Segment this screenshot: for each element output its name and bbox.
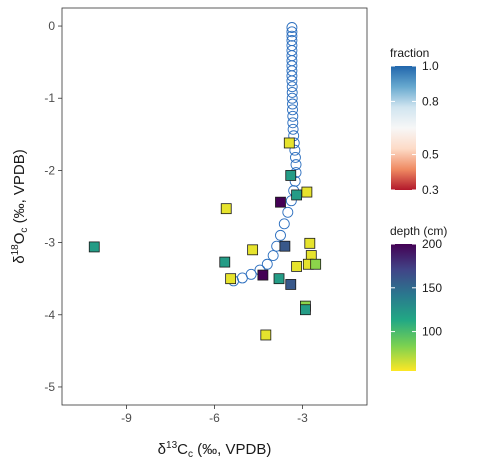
depth-point <box>279 240 291 252</box>
x-axis-title: δ13Cc (‰, VPDB) <box>158 440 272 460</box>
legend-fraction-colorbar <box>391 66 416 190</box>
depth-point <box>291 189 303 201</box>
y-tick-label: -3 <box>44 236 55 250</box>
fraction-point <box>290 159 302 171</box>
y-tick-label: -1 <box>44 91 55 105</box>
fraction-point <box>287 110 299 122</box>
legend-depth-title: depth (cm) <box>390 224 447 238</box>
y-axis-title: δ18Oc (‰, VPDB) <box>10 149 30 264</box>
legend-label: 0.8 <box>422 94 439 108</box>
depth-point <box>291 261 303 272</box>
depth-point <box>304 237 316 249</box>
depth-point <box>220 203 232 215</box>
fraction-point <box>275 229 286 241</box>
legend-label: 0.3 <box>422 183 439 197</box>
legend-label: 100 <box>422 325 442 339</box>
fraction-point <box>282 206 294 218</box>
y-axis: 0 -1 -2 -3 -4 -5 <box>44 19 62 394</box>
depth-point <box>219 256 231 268</box>
depth-series <box>88 137 322 341</box>
legend-depth-colorbar <box>391 244 416 371</box>
fraction-point <box>286 81 298 93</box>
fraction-point <box>286 30 298 42</box>
fraction-point <box>286 70 298 82</box>
depth-point <box>273 273 285 285</box>
depth-point <box>301 186 313 198</box>
fraction-point <box>287 117 299 129</box>
fraction-point <box>286 22 298 33</box>
fraction-point <box>267 250 279 262</box>
fraction-point <box>261 258 273 270</box>
legend-depth: depth (cm) 200 150 100 <box>390 224 447 371</box>
fraction-point <box>289 151 301 163</box>
fraction-point <box>286 26 298 38</box>
fraction-point <box>289 144 301 156</box>
fraction-point <box>287 104 298 116</box>
legend-label: 150 <box>422 281 442 295</box>
depth-point <box>225 273 237 285</box>
depth-point <box>300 304 311 316</box>
x-tick-label: -3 <box>297 411 308 425</box>
fraction-point <box>286 87 298 98</box>
y-tick-label: -4 <box>44 308 55 322</box>
legend-label: 200 <box>422 237 442 251</box>
fraction-point <box>286 75 298 87</box>
depth-point <box>285 279 297 290</box>
depth-point <box>275 196 286 208</box>
depth-point <box>285 170 297 181</box>
legend-fraction: fraction 1.0 0.8 0.5 0.3 <box>390 46 439 197</box>
depth-point <box>310 258 322 270</box>
legend-label: 1.0 <box>422 59 439 73</box>
legend-label: 0.5 <box>422 148 439 162</box>
y-tick-label: -5 <box>44 380 55 394</box>
depth-point <box>88 241 100 253</box>
x-tick-label: -6 <box>209 411 220 425</box>
fraction-point <box>286 92 298 104</box>
x-axis: -9 -6 -3 <box>121 405 308 425</box>
plot-panel <box>61 7 368 406</box>
x-tick-label: -9 <box>121 411 132 425</box>
y-tick-label: 0 <box>48 19 55 33</box>
fraction-point <box>287 123 299 135</box>
fraction-point <box>278 218 290 230</box>
legend-fraction-title: fraction <box>390 46 429 60</box>
depth-point <box>260 329 272 341</box>
fraction-point <box>287 98 298 110</box>
y-tick-label: -2 <box>44 163 55 177</box>
depth-point <box>257 269 269 281</box>
depth-point <box>283 137 295 149</box>
depth-point <box>247 244 259 256</box>
